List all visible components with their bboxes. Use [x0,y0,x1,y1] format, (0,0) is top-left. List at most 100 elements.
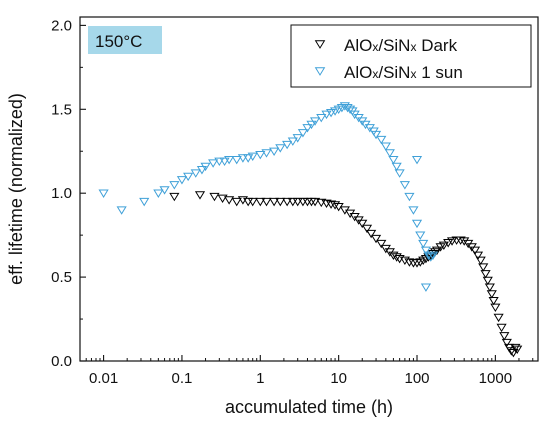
data-point [214,157,225,167]
data-point [329,201,341,210]
y-tick-label: 0.5 [51,269,72,286]
data-point [169,181,180,190]
data-point [261,149,272,158]
data-point [325,200,337,209]
data-point [512,345,523,354]
legend-label: AlOx/SiNx 1 sun [344,63,463,82]
data-point [194,191,206,200]
data-point [316,114,327,123]
data-point [159,186,170,195]
series-dark [169,191,523,358]
x-tick-label: 0.1 [172,370,193,387]
data-point [219,157,230,167]
data-point [482,276,493,286]
data-point [391,162,402,172]
x-axis-title: accumulated time (h) [225,397,393,417]
series-one-sun [98,102,439,292]
data-point [404,192,415,202]
data-point [459,237,470,246]
data-point [376,239,387,249]
data-point [501,338,512,348]
annotation-background [88,26,162,54]
data-point [275,144,286,153]
y-tick-label: 0.0 [51,353,72,370]
data-point [478,263,489,272]
data-point [420,246,432,255]
data-point [169,192,180,202]
data-point [190,169,201,178]
data-point [209,192,220,202]
data-point [404,258,415,267]
y-tick-label: 1.0 [51,185,72,202]
data-point [484,283,495,292]
data-point [292,197,303,207]
data-point [275,197,286,207]
data-point [411,155,423,165]
data-point [384,149,395,158]
legend: AlOx/SiNx Dark AlOx/SiNx 1 sun [290,24,532,88]
x-tick-label: 10 [330,370,347,387]
data-point [493,313,504,323]
data-point [224,196,235,205]
data-point [480,270,491,279]
x-tick-label: 100 [404,370,429,387]
data-point [411,219,423,229]
data-point [247,197,258,207]
data-point [321,110,332,120]
data-point [231,155,242,165]
data-point [282,197,293,207]
data-point [408,206,419,215]
data-point [455,236,466,245]
data-point [490,303,501,313]
data-point [366,229,377,239]
data-point [399,256,410,266]
data-point [506,347,517,356]
series-layer [98,102,523,358]
data-point [418,239,429,249]
data-point [376,135,387,145]
data-point [399,181,410,190]
data-point [486,290,497,299]
data-point [297,129,309,138]
x-axis: 0.01 0.1 1 10 100 1000 [85,355,534,387]
data-point [488,296,499,306]
data-point [508,348,519,358]
data-point [361,224,373,234]
data-point [200,162,211,172]
data-point [261,197,272,207]
data-point [425,253,436,262]
y-tick-label: 1.5 [51,101,72,118]
data-point [309,117,321,126]
data-point [139,197,150,207]
data-point [231,197,242,207]
data-point [472,251,484,261]
data-point [510,343,521,353]
data-point [443,239,454,248]
data-point [380,142,391,151]
data-point [475,256,486,266]
temperature-annotation: 150°C [88,26,162,54]
data-point [388,155,399,165]
data-point [309,197,321,207]
y-axis: 0.0 0.5 1.0 1.5 2.0 [51,17,86,370]
data-point [469,246,481,255]
y-tick-label: 2.0 [51,17,72,34]
data-point [431,246,443,255]
plot-frame [79,16,539,362]
data-point [196,166,208,175]
data-point [499,332,510,341]
data-point [287,197,298,207]
data-point [208,159,219,168]
data-point [446,237,458,246]
data-point [98,189,109,198]
legend-marker [314,67,326,76]
data-point [302,124,313,133]
data-point [269,147,280,156]
data-point [247,152,258,162]
data-point [292,134,303,143]
legend-marker [314,40,326,49]
data-point [420,283,432,292]
data-point [287,137,298,146]
data-point [391,253,402,262]
